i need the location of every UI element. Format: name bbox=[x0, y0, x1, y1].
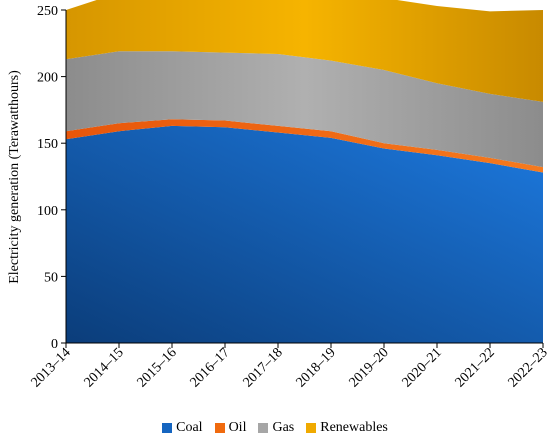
legend-item-renewables: Renewables bbox=[306, 420, 388, 436]
x-tick-label: 2014–15 bbox=[82, 345, 127, 390]
legend-swatch bbox=[258, 423, 269, 433]
x-tick-label: 2022–23 bbox=[506, 345, 550, 390]
legend-swatch bbox=[162, 423, 173, 433]
x-tick-label: 2013–14 bbox=[29, 345, 74, 390]
y-axis-title: Electricity generation (Terawatthours) bbox=[7, 70, 22, 284]
y-tick-label: 200 bbox=[37, 71, 58, 86]
legend-label: Renewables bbox=[320, 420, 388, 435]
x-tick-label: 2019–20 bbox=[347, 345, 392, 390]
x-tick-label: 2021–22 bbox=[453, 345, 498, 390]
x-tick-label: 2015–16 bbox=[135, 345, 180, 390]
x-tick-label: 2017–18 bbox=[241, 345, 286, 390]
legend-label: Coal bbox=[176, 420, 203, 435]
legend-swatch bbox=[306, 423, 317, 433]
area-gas bbox=[66, 51, 543, 168]
area-layers bbox=[66, 0, 543, 343]
x-tick-label: 2018–19 bbox=[294, 345, 339, 390]
y-tick-label: 250 bbox=[37, 4, 58, 19]
legend-label: Gas bbox=[272, 420, 295, 435]
legend: Coal Oil Gas Renewables bbox=[0, 418, 550, 438]
legend-swatch bbox=[214, 423, 225, 433]
area-coal bbox=[66, 125, 543, 343]
x-tick-label: 2016–17 bbox=[188, 345, 233, 390]
x-tick-label: 2020–21 bbox=[400, 345, 445, 390]
legend-label: Oil bbox=[228, 420, 247, 435]
legend-item-coal: Coal bbox=[162, 420, 203, 436]
y-tick-label: 0 bbox=[51, 337, 58, 352]
y-tick-label: 150 bbox=[37, 137, 58, 152]
legend-item-oil: Oil bbox=[214, 420, 247, 436]
y-tick-label: 100 bbox=[37, 204, 58, 219]
y-tick-label: 50 bbox=[44, 270, 58, 285]
area-oil bbox=[66, 119, 543, 173]
legend-item-gas: Gas bbox=[258, 420, 294, 436]
area-renewables bbox=[66, 0, 543, 102]
